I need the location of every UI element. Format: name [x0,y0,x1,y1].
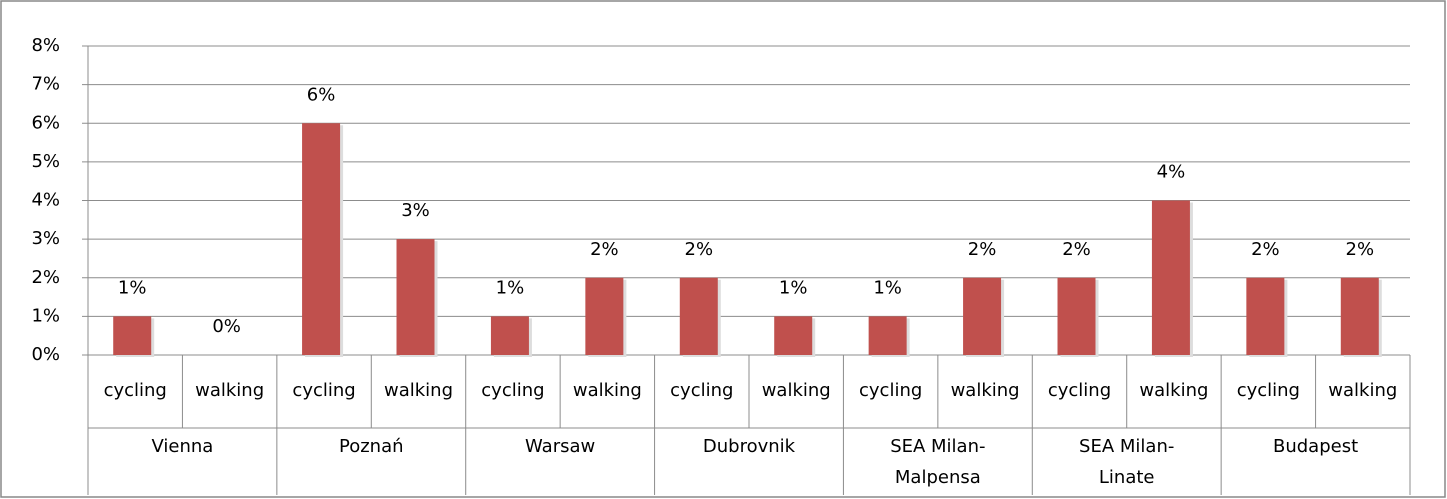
data-label: 2% [1346,239,1375,260]
data-label: 6% [307,84,336,105]
bar [396,239,435,355]
x-tick-label: walking [1139,380,1208,401]
bar [1057,277,1096,355]
x-tick-label: walking [195,380,264,401]
bar [490,316,529,355]
y-tick-label: 8% [31,35,60,56]
group-label: Dubrovnik [702,436,796,457]
bar [1246,277,1285,355]
x-tick-label: cycling [670,380,733,401]
y-tick-label: 4% [31,190,60,211]
data-label: 2% [1251,239,1280,260]
y-tick-label: 2% [31,267,60,288]
data-label: 0% [212,316,241,337]
x-tick-label: walking [1328,380,1397,401]
data-label: 2% [968,239,997,260]
x-tick-label: cycling [481,380,544,401]
x-tick-label: cycling [859,380,922,401]
group-label: SEA Milan-Malpensa [890,436,986,488]
data-label: 4% [1157,162,1186,183]
y-tick-label: 6% [31,112,60,133]
data-label: 2% [685,239,714,260]
x-tick-label: cycling [1048,380,1111,401]
y-tick-label: 3% [31,228,60,249]
data-label: 3% [401,200,430,221]
x-tick-label: walking [762,380,831,401]
bar [963,277,1002,355]
bar [868,316,907,355]
y-tick-label: 7% [31,74,60,95]
data-label: 1% [873,277,902,298]
x-tick-label: walking [384,380,453,401]
group-label: SEA Milan-Linate [1079,436,1175,488]
bar [774,316,813,355]
bar [679,277,718,355]
x-tick-label: cycling [104,380,167,401]
group-label: Poznań [339,436,404,457]
bar [585,277,624,355]
bar [1151,200,1190,355]
x-tick-label: walking [573,380,642,401]
y-tick-label: 0% [31,344,60,365]
group-label: Budapest [1272,436,1359,457]
data-label: 1% [779,277,808,298]
x-tick-label: cycling [1237,380,1300,401]
data-label: 2% [1062,239,1091,260]
data-label: 2% [590,239,619,260]
x-tick-label: cycling [292,380,355,401]
y-tick-label: 5% [31,151,60,172]
data-label: 1% [496,277,525,298]
bar [113,316,152,355]
bar [302,123,341,355]
group-label: Vienna [151,436,214,457]
x-tick-label: walking [951,380,1020,401]
y-tick-label: 1% [31,305,60,326]
bar [1340,277,1379,355]
group-label: Warsaw [525,436,596,457]
data-label: 1% [118,277,147,298]
